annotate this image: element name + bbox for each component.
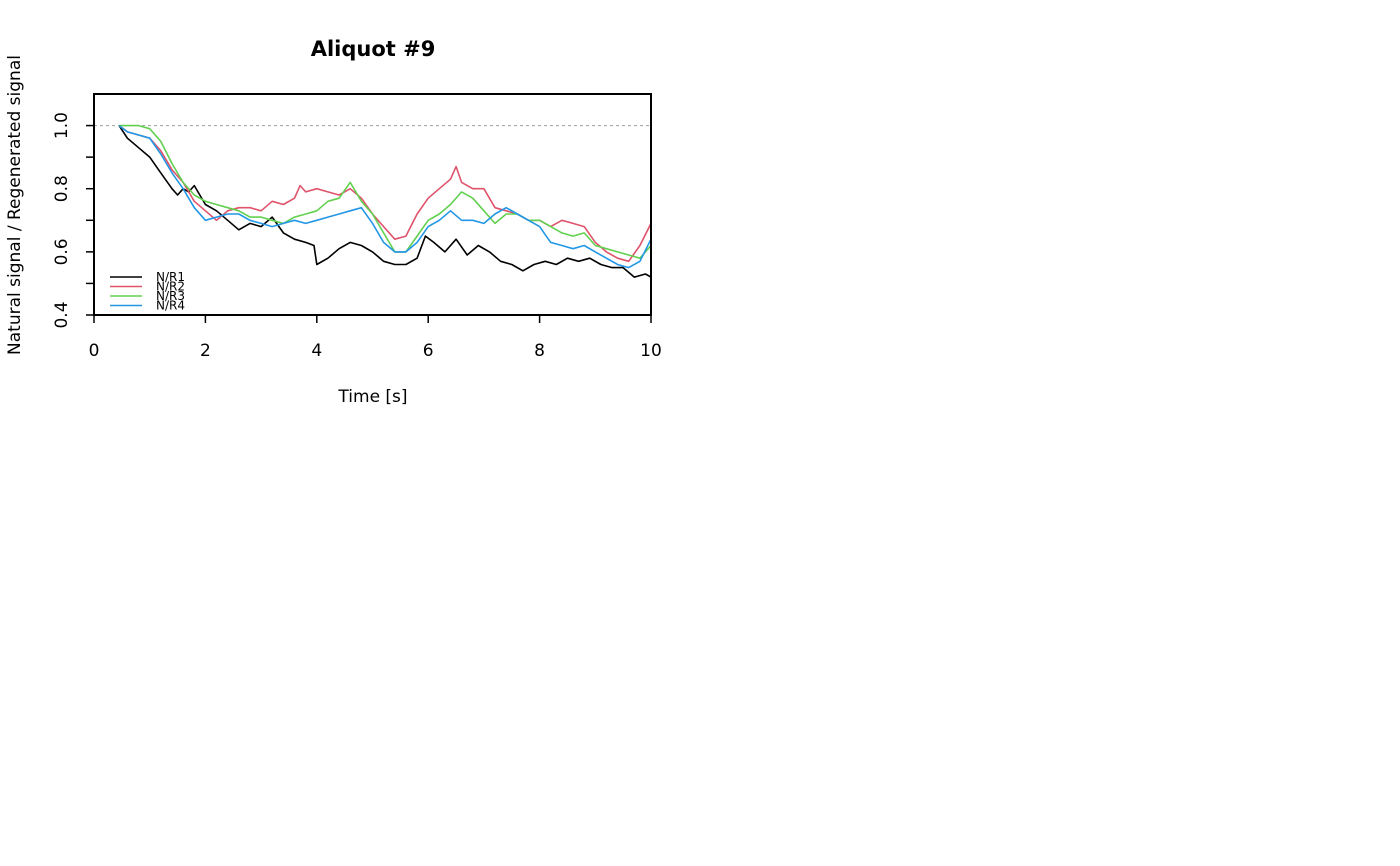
x-tick-label: 8 — [534, 341, 545, 361]
plot-frame — [93, 93, 652, 316]
y-tick-label: 1.0 — [52, 112, 72, 139]
series-line-4 — [118, 124, 652, 269]
chart-title: Aliquot #9 — [311, 37, 436, 61]
x-tick-label: 4 — [311, 341, 322, 361]
legend-label-2: N/R2 — [156, 280, 185, 294]
legend-label-1: N/R1 — [156, 270, 185, 284]
legend-label-3: N/R3 — [156, 289, 185, 303]
y-axis-label: Natural signal / Regenerated signal — [5, 55, 25, 355]
chart: Aliquot #9 Time [s] Natural signal / Reg… — [0, 0, 700, 420]
y-tick-label: 0.8 — [52, 175, 72, 202]
x-tick-label: 6 — [423, 341, 434, 361]
legend-label-4: N/R4 — [156, 299, 185, 313]
x-tick-label: 10 — [640, 341, 662, 361]
axes-layer: 0 2 4 6 8 10 0.4 0.6 0.8 1.0 — [52, 93, 662, 361]
series-line-1 — [118, 125, 652, 278]
chart-svg: Aliquot #9 Time [s] Natural signal / Reg… — [5, 37, 662, 407]
y-tick-label: 0.4 — [52, 301, 72, 328]
x-tick-label: 2 — [200, 341, 211, 361]
series-line-2 — [118, 124, 652, 263]
y-tick-label: 0.6 — [52, 238, 72, 265]
plot-layer — [94, 124, 652, 278]
x-axis-label: Time [s] — [337, 387, 407, 407]
x-tick-label: 0 — [89, 341, 100, 361]
legend: N/R1N/R2N/R3N/R4 — [110, 270, 185, 313]
series-line-3 — [119, 124, 652, 260]
